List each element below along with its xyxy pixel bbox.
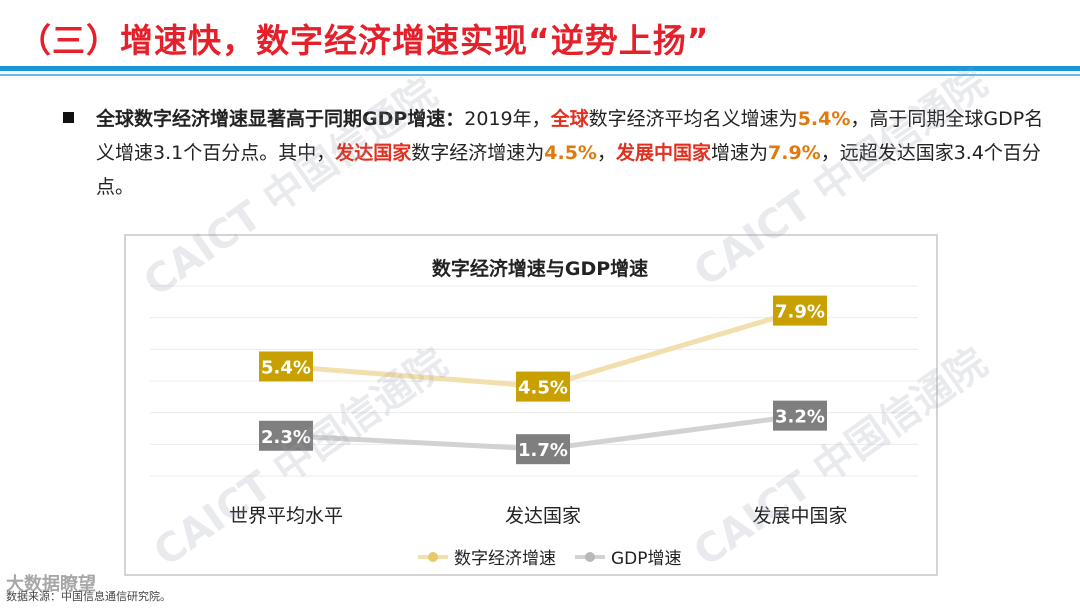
bullet-text-1: 2019年，	[464, 108, 551, 130]
highlight-developed: 发达国家	[335, 142, 412, 164]
legend-label: 数字经济增速	[454, 549, 556, 569]
data-point-box	[259, 351, 313, 382]
bullet-text-6: 增速为	[710, 142, 768, 164]
x-tick-label: 发达国家	[505, 505, 581, 527]
bullet-lead: 全球数字经济增速显著高于同期GDP增速：	[96, 108, 465, 130]
legend-marker	[585, 552, 595, 562]
bullet-text-2: 数字经济平均名义增速为	[588, 108, 798, 130]
bullet-text-4: 数字经济增速为	[411, 142, 545, 164]
data-point-box	[259, 420, 313, 451]
title-divider-thin	[0, 74, 1080, 76]
bullet-text-5: ，	[596, 142, 616, 164]
chart-title: 数字经济增速与GDP增速	[431, 258, 649, 280]
data-label: 7.9%	[775, 302, 825, 323]
bullet-paragraph: 全球数字经济增速显著高于同期GDP增速：2019年，全球数字经济平均名义增速为5…	[96, 102, 1046, 204]
x-tick-label: 发展中国家	[752, 505, 847, 527]
data-point-box	[773, 400, 827, 431]
data-label: 5.4%	[261, 357, 311, 378]
data-point-box	[773, 295, 827, 326]
source-note: 数据来源：中国信息通信研究院。	[6, 590, 171, 603]
bullet-text-7: ，远超发达国家3.4个百分点。	[96, 142, 1041, 198]
value-developing-digital: 7.9%	[768, 142, 821, 164]
value-developed-digital: 4.5%	[544, 142, 597, 164]
x-tick-label: 世界平均水平	[229, 505, 343, 527]
legend-marker	[428, 552, 438, 562]
highlight-developing: 发展中国家	[615, 142, 711, 164]
data-point-box	[516, 371, 570, 402]
data-label: 3.2%	[775, 407, 825, 428]
highlight-global: 全球	[550, 108, 589, 130]
bullet-square-icon	[63, 112, 74, 123]
data-point-box	[516, 434, 570, 465]
brand-watermark: 大数据瞭望	[6, 574, 96, 595]
slide-title: （三）增速快，数字经济增速实现“逆势上扬”	[18, 21, 710, 60]
data-label: 2.3%	[261, 427, 311, 448]
value-global-digital: 5.4%	[797, 108, 851, 130]
title-divider	[0, 66, 1080, 71]
legend-label: GDP增速	[611, 549, 682, 569]
data-label: 4.5%	[518, 378, 568, 399]
bullet-text-3: ，高于同期全球GDP名义增速3.1个百分点。其中，	[96, 108, 1044, 164]
data-label: 1.7%	[518, 440, 568, 461]
